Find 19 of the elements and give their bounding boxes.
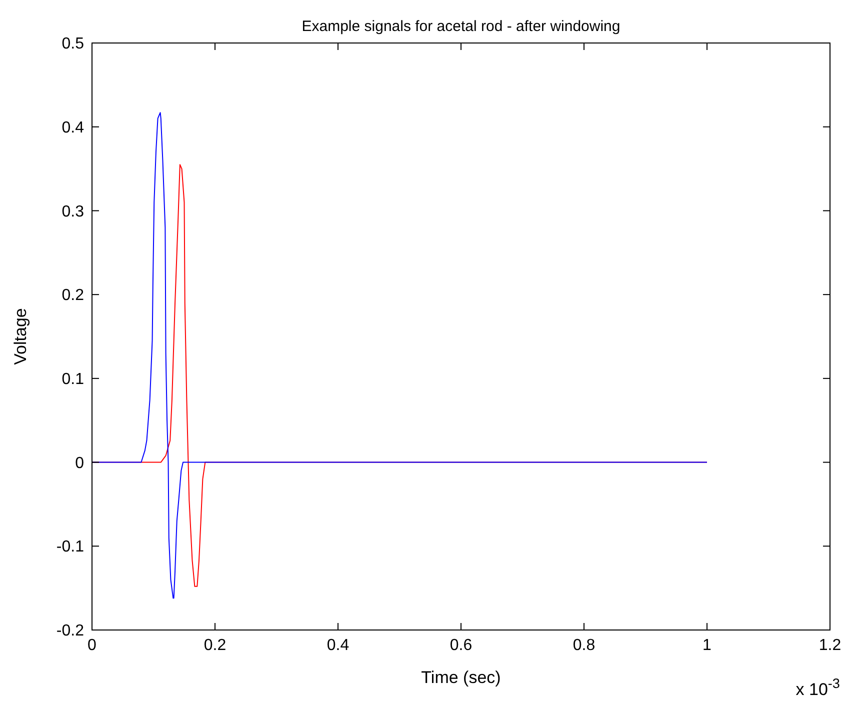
y-tick-label: 0.5	[62, 36, 84, 53]
x-tick-label: 0.8	[572, 637, 596, 654]
x-tick-label: 1	[702, 637, 712, 654]
y-axis-title: Voltage	[11, 308, 30, 365]
x-tick-label: 0.4	[326, 637, 350, 654]
x-axis-title: Time (sec)	[421, 668, 501, 687]
text: x 10$^{-3}$	[796, 676, 840, 699]
chart-title: Example signals for acetal rod - after windowing	[302, 18, 620, 35]
y-tick-label: 0	[75, 454, 84, 472]
y-tick-label: 0.1	[62, 371, 84, 388]
y-tick-label: 0.2	[62, 287, 84, 304]
x-tick-label: 0	[88, 637, 97, 654]
x-tick-label: 0.2	[204, 637, 226, 654]
x-tick-label: 0.6	[450, 637, 472, 654]
y-tick-label: -0.1	[56, 538, 84, 556]
y-tick-label: 0.3	[62, 203, 84, 220]
y-tick-label: 0.4	[62, 119, 84, 136]
y-tick-label: -0.2	[56, 622, 84, 640]
x-tick-label: 1.2	[818, 637, 842, 654]
